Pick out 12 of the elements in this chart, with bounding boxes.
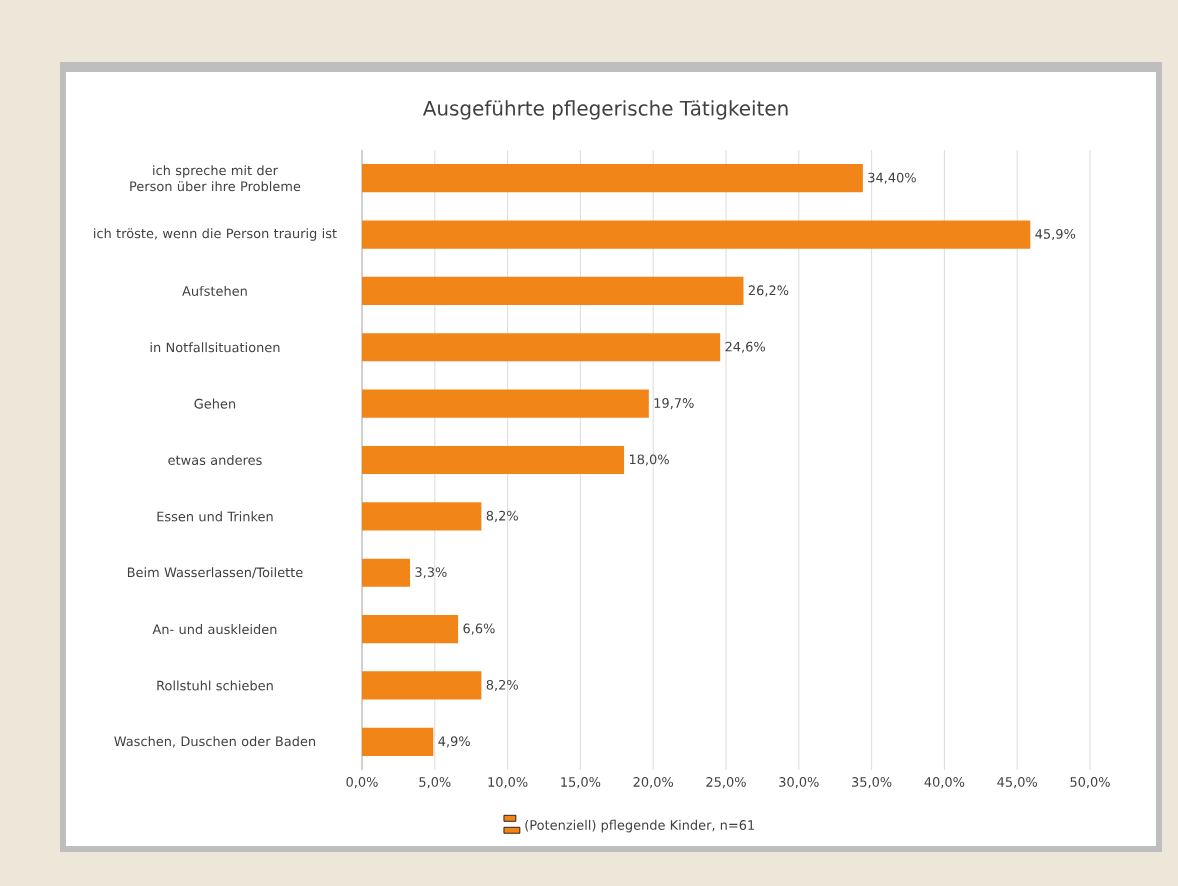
bar: [362, 615, 459, 644]
bar: [362, 276, 744, 305]
bar: [362, 502, 482, 531]
bar: [362, 333, 721, 362]
bar: [362, 727, 434, 756]
chart-title: Ausgeführte pflegerische Tätigkeiten: [422, 100, 788, 120]
bar: [362, 558, 411, 587]
bar: [362, 164, 863, 193]
bar: [362, 220, 1031, 249]
bar: [362, 445, 625, 475]
bar: [362, 671, 482, 700]
bar: [362, 389, 649, 418]
